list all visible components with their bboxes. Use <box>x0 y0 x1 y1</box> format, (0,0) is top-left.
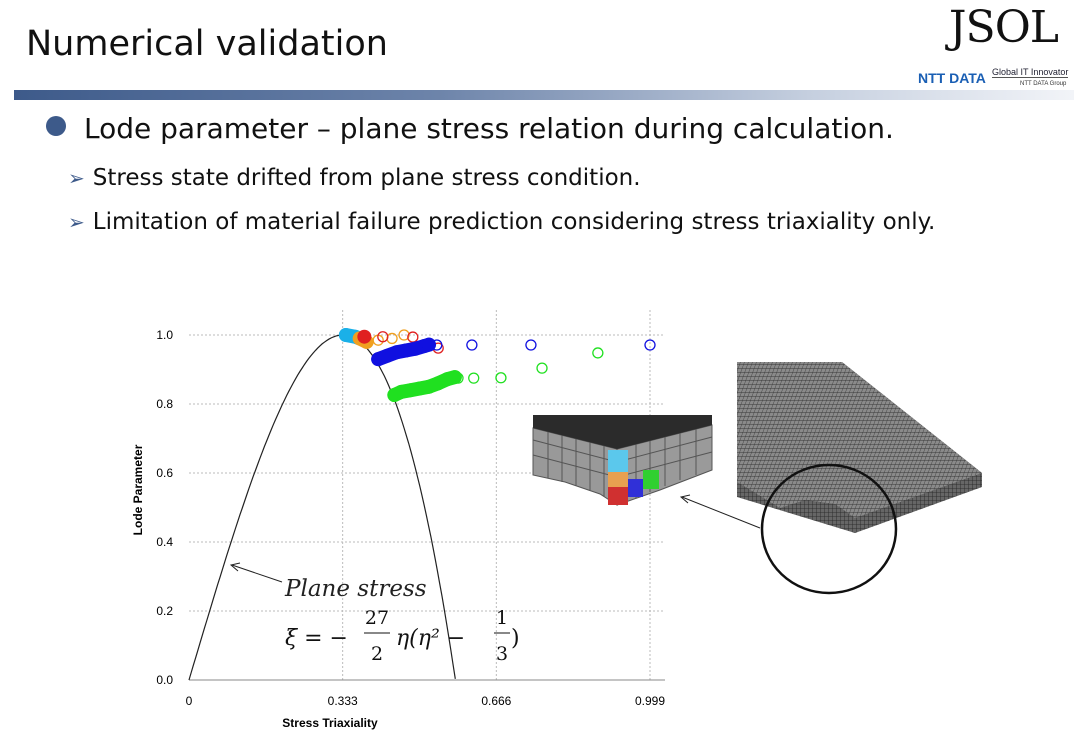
sub-bullet: ➢ Limitation of material failure predicti… <box>68 209 935 235</box>
x-tick-label: 0.666 <box>481 694 511 708</box>
arrow-bullet-icon: ➢ <box>68 166 85 190</box>
open-point <box>407 331 419 343</box>
cyan-element <box>608 450 628 472</box>
formula-den: 3 <box>496 643 508 665</box>
open-point <box>468 372 480 384</box>
logo-group: NTT DATA Group <box>1020 81 1067 87</box>
sub-bullet-text: Stress state drifted from plane stress c… <box>92 165 641 191</box>
chart-grid <box>189 310 665 680</box>
jsol-logo: JSOL <box>948 2 1059 53</box>
formula-lhs: ξ = − <box>285 626 348 651</box>
y-tick-label: 1.0 <box>156 328 173 342</box>
open-point <box>431 339 443 351</box>
y-tick-label: 0.0 <box>156 673 173 687</box>
formula-den: 2 <box>371 643 383 665</box>
open-point <box>495 372 507 384</box>
open-point <box>452 372 464 384</box>
y-tick-label: 0.6 <box>156 466 173 480</box>
annotation-arrow <box>231 564 283 583</box>
main-bullet: Lode parameter – plane stress relation d… <box>46 112 894 145</box>
chart-axes: 0.0 0.2 0.4 0.6 0.8 1.0 0 0.333 0.666 0.999 <box>156 328 665 708</box>
bullet-dot-icon <box>46 116 66 136</box>
orange-element <box>608 472 628 487</box>
formula-num: 1 <box>496 607 508 629</box>
ntt-data-logo: NTT DATA <box>918 70 986 86</box>
element-inset-image <box>532 415 713 506</box>
green-element <box>643 470 659 489</box>
open-point <box>386 332 398 345</box>
filled-point <box>357 329 372 344</box>
open-point <box>377 331 389 343</box>
arrow-head-icon <box>679 494 691 504</box>
open-point <box>536 362 548 374</box>
open-point <box>592 347 604 359</box>
open-point <box>644 339 656 351</box>
logo-tagline: Global IT Innovator <box>992 67 1069 78</box>
formula-end: ) <box>511 626 520 651</box>
y-tick-label: 0.8 <box>156 397 173 411</box>
red-element <box>608 487 628 505</box>
arrow-bullet-icon: ➢ <box>68 210 85 234</box>
pointer-arrow <box>681 496 761 529</box>
x-tick-label: 0.999 <box>635 694 665 708</box>
x-tick-label: 0.333 <box>328 694 358 708</box>
plate-mesh-image <box>679 362 982 595</box>
y-tick-label: 0.4 <box>156 535 173 549</box>
open-point <box>466 339 478 351</box>
open-point <box>398 329 410 341</box>
arrow-head-icon <box>229 562 241 572</box>
open-point <box>525 339 537 351</box>
title-gradient-bar <box>14 90 1074 100</box>
blue-element <box>628 479 643 497</box>
x-axis-label: Stress Triaxiality <box>282 716 378 730</box>
x-tick-label: 0 <box>186 694 193 708</box>
y-tick-label: 0.2 <box>156 604 173 618</box>
main-bullet-text: Lode parameter – plane stress relation d… <box>84 112 894 145</box>
formula: ξ = − 27 2 η(η² − 1 3 ) <box>285 607 520 665</box>
sub-bullet-text: Limitation of material failure predictio… <box>92 209 936 235</box>
plane-stress-annotation: Plane stress <box>284 576 427 602</box>
formula-mid: η(η² − <box>396 626 465 651</box>
sub-bullet: ➢ Stress state drifted from plane stress … <box>68 165 641 191</box>
chart-marks <box>338 328 656 403</box>
formula-num: 27 <box>365 607 389 629</box>
highlight-circle <box>760 463 898 595</box>
y-axis-label: Lode Parameter <box>131 444 145 535</box>
plane-stress-curve <box>188 334 456 681</box>
slide-title: Numerical validation <box>26 24 388 64</box>
